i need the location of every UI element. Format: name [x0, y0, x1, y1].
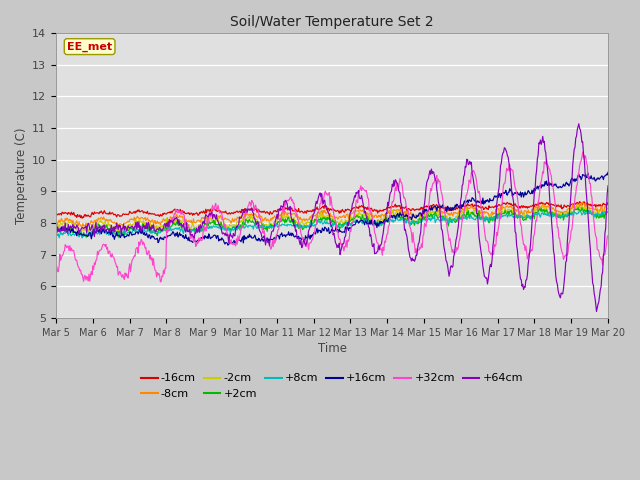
- -8cm: [205, 213, 212, 219]
- Line: +32cm: +32cm: [56, 152, 608, 282]
- +32cm: [205, 212, 212, 218]
- -8cm: [400, 211, 408, 216]
- +8cm: [205, 226, 212, 231]
- -8cm: [52, 222, 60, 228]
- +8cm: [585, 207, 593, 213]
- -8cm: [176, 213, 184, 218]
- -2cm: [400, 213, 408, 219]
- -2cm: [604, 209, 612, 215]
- Line: +8cm: +8cm: [56, 210, 608, 238]
- Legend: -16cm, -8cm, -2cm, +2cm, +8cm, +16cm, +32cm, +64cm: -16cm, -8cm, -2cm, +2cm, +8cm, +16cm, +3…: [136, 369, 527, 404]
- Y-axis label: Temperature (C): Temperature (C): [15, 127, 28, 224]
- +16cm: [62, 227, 70, 232]
- Line: -16cm: -16cm: [56, 202, 608, 218]
- +16cm: [175, 233, 182, 239]
- -16cm: [400, 205, 408, 211]
- Line: +64cm: +64cm: [56, 124, 608, 312]
- -2cm: [416, 212, 424, 217]
- +16cm: [400, 213, 408, 218]
- +64cm: [62, 228, 70, 234]
- +32cm: [579, 149, 586, 155]
- +2cm: [120, 229, 127, 235]
- -8cm: [120, 221, 127, 227]
- +8cm: [400, 218, 408, 224]
- -2cm: [77, 230, 84, 236]
- Title: Soil/Water Temperature Set 2: Soil/Water Temperature Set 2: [230, 15, 434, 29]
- Text: EE_met: EE_met: [67, 41, 112, 52]
- -8cm: [62, 217, 70, 223]
- +32cm: [604, 233, 612, 239]
- +32cm: [62, 243, 70, 249]
- +16cm: [119, 231, 127, 237]
- +64cm: [52, 229, 60, 235]
- -2cm: [120, 226, 127, 231]
- +16cm: [204, 236, 212, 241]
- +64cm: [399, 211, 407, 217]
- Line: -2cm: -2cm: [56, 205, 608, 233]
- -16cm: [176, 208, 184, 214]
- -8cm: [604, 205, 612, 211]
- -16cm: [52, 211, 60, 216]
- -8cm: [582, 200, 589, 205]
- +8cm: [120, 229, 127, 235]
- -16cm: [78, 216, 86, 221]
- -2cm: [62, 221, 70, 227]
- +2cm: [205, 220, 212, 226]
- X-axis label: Time: Time: [317, 342, 346, 355]
- Line: +2cm: +2cm: [56, 207, 608, 238]
- +2cm: [115, 235, 123, 240]
- +32cm: [52, 270, 60, 276]
- +2cm: [400, 216, 408, 221]
- +2cm: [416, 216, 424, 221]
- +2cm: [62, 228, 70, 234]
- +64cm: [204, 214, 212, 220]
- -2cm: [205, 214, 212, 220]
- +8cm: [604, 209, 612, 215]
- +16cm: [52, 227, 60, 233]
- -8cm: [78, 224, 86, 229]
- +32cm: [119, 272, 127, 277]
- +64cm: [119, 226, 127, 231]
- +2cm: [52, 228, 60, 234]
- -2cm: [176, 217, 184, 223]
- +16cm: [416, 210, 424, 216]
- +64cm: [415, 240, 423, 245]
- +64cm: [593, 309, 600, 314]
- +8cm: [52, 229, 60, 235]
- +16cm: [604, 169, 612, 175]
- +2cm: [574, 204, 582, 210]
- -2cm: [578, 202, 586, 208]
- -16cm: [62, 210, 70, 216]
- -8cm: [416, 213, 424, 219]
- -16cm: [120, 211, 127, 216]
- Line: +16cm: +16cm: [56, 172, 608, 245]
- +8cm: [78, 235, 86, 241]
- +8cm: [416, 220, 424, 226]
- +32cm: [400, 195, 408, 201]
- -16cm: [576, 199, 584, 204]
- +8cm: [176, 225, 184, 230]
- +32cm: [176, 210, 184, 216]
- +16cm: [224, 242, 232, 248]
- +32cm: [416, 245, 424, 251]
- -2cm: [52, 229, 60, 235]
- -16cm: [205, 207, 212, 213]
- +64cm: [175, 217, 182, 223]
- +2cm: [176, 218, 184, 224]
- -16cm: [604, 200, 612, 205]
- Line: -8cm: -8cm: [56, 203, 608, 227]
- +8cm: [62, 229, 70, 235]
- -16cm: [416, 207, 424, 213]
- +32cm: [157, 279, 164, 285]
- +64cm: [604, 183, 612, 189]
- +2cm: [604, 209, 612, 215]
- +64cm: [575, 121, 582, 127]
